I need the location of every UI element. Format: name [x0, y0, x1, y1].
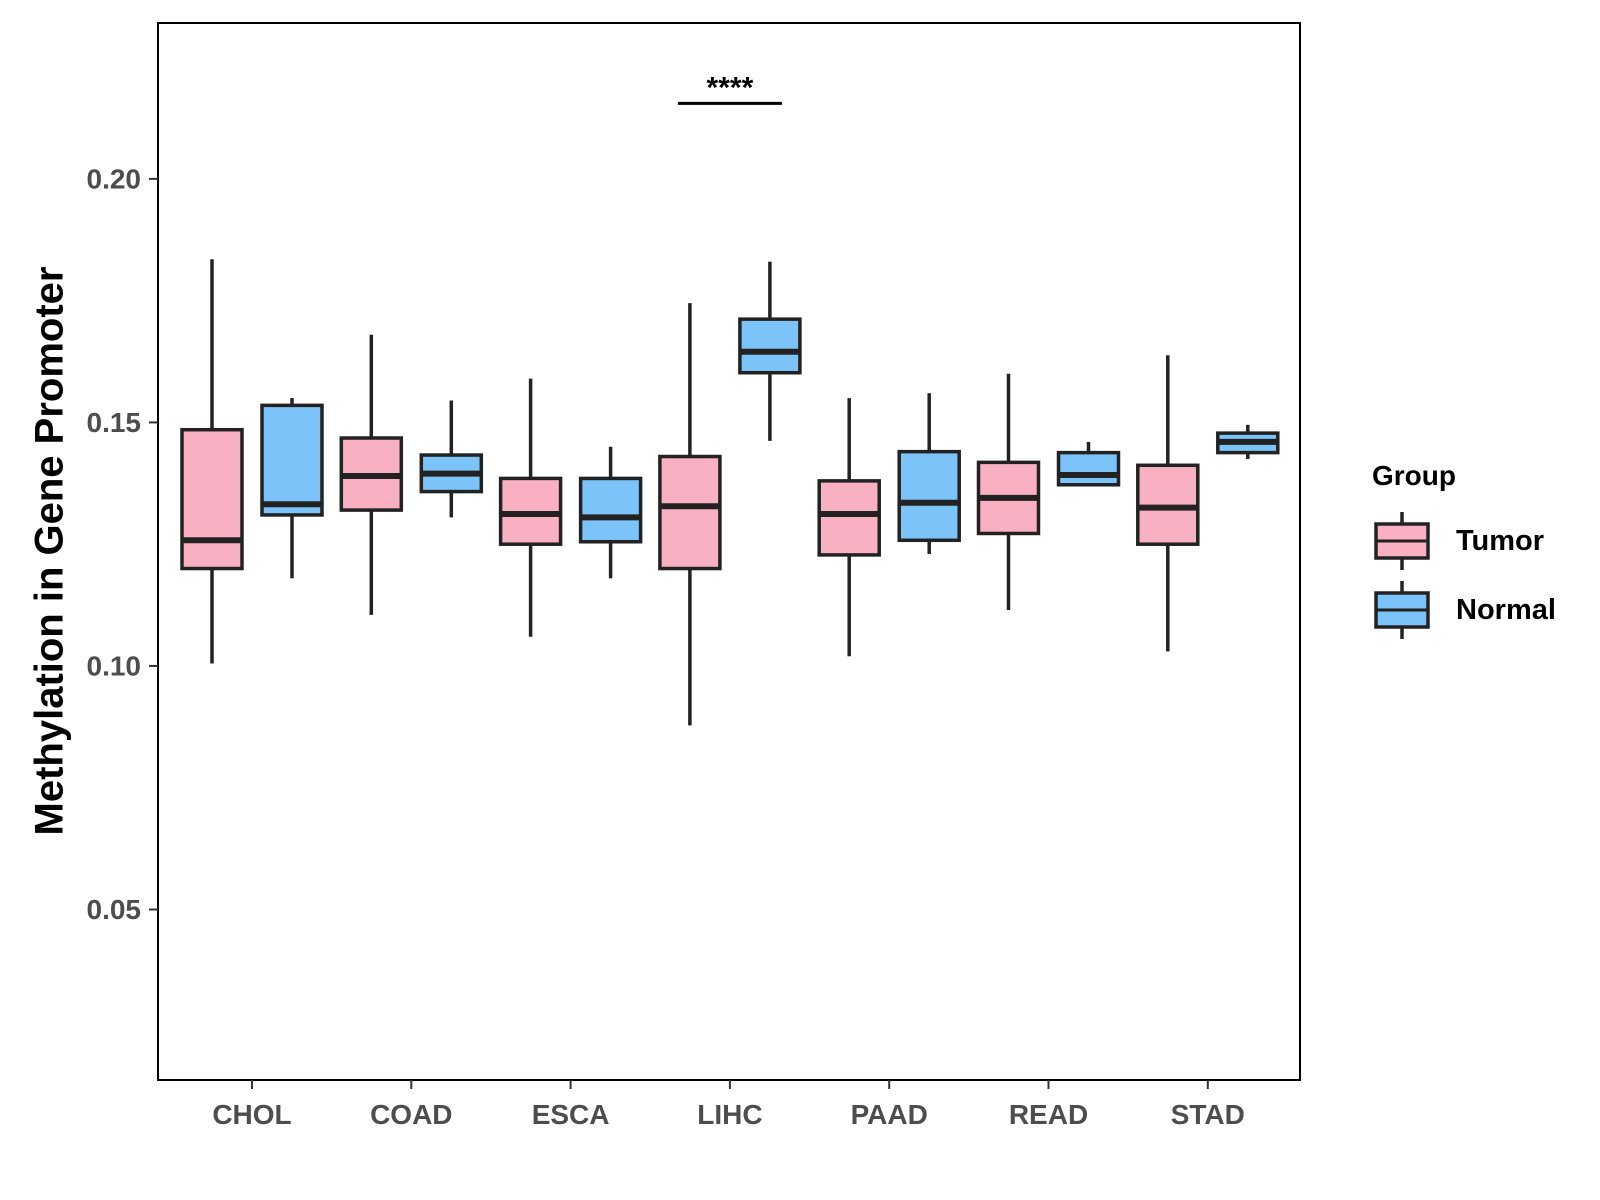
box-normal-read [1056, 441, 1121, 487]
legend-item-normal: Normal [1374, 581, 1556, 639]
legend: Group Tumor Normal [1372, 460, 1556, 639]
boxes-layer [180, 259, 1280, 726]
box-tumor-chol [180, 259, 244, 664]
y-axis: 0.05 0.10 0.15 0.20 [87, 163, 158, 925]
y-tick-label: 0.10 [87, 650, 142, 681]
box-body [738, 317, 802, 375]
x-tick-label: PAAD [851, 1099, 928, 1130]
box-tumor-read [976, 373, 1041, 610]
y-tick-label: 0.20 [87, 163, 142, 194]
y-axis-title: Methylation in Gene Promoter [28, 267, 72, 836]
x-tick-label: STAD [1171, 1099, 1245, 1130]
box-normal-chol [260, 398, 324, 579]
legend-label: Tumor [1456, 525, 1544, 557]
box-body [180, 427, 244, 571]
box-normal-lihc [738, 261, 802, 441]
x-tick-label: CHOL [212, 1099, 291, 1130]
box-tumor-lihc [658, 303, 722, 726]
box-body [260, 403, 324, 517]
x-tick-label: READ [1009, 1099, 1088, 1130]
legend-label: Normal [1456, 594, 1556, 626]
box-normal-coad [419, 400, 484, 518]
x-tick-label: COAD [370, 1099, 452, 1130]
box-tumor-esca [498, 378, 563, 637]
box-body [578, 476, 643, 544]
y-tick-label: 0.05 [87, 894, 142, 925]
legend-title: Group [1372, 460, 1456, 491]
box-tumor-coad [339, 334, 404, 615]
significance-label: **** [707, 71, 754, 104]
x-axis: CHOL COAD ESCA LIHC PAAD READ STAD [212, 1080, 1245, 1130]
box-body [897, 449, 961, 543]
box-body [658, 454, 722, 571]
box-normal-stad [1216, 424, 1280, 459]
box-body [817, 479, 881, 557]
box-tumor-paad [817, 398, 881, 657]
box-normal-paad [897, 393, 961, 554]
annotations-layer: **** [677, 71, 782, 105]
plot-panel [157, 22, 1301, 1081]
box-normal-esca [578, 446, 643, 579]
legend-item-tumor: Tumor [1374, 512, 1544, 570]
x-tick-label: ESCA [532, 1099, 610, 1130]
x-tick-label: LIHC [697, 1099, 762, 1130]
box-tumor-stad [1136, 355, 1200, 652]
y-tick-label: 0.15 [87, 407, 142, 438]
box-body [1056, 450, 1121, 487]
